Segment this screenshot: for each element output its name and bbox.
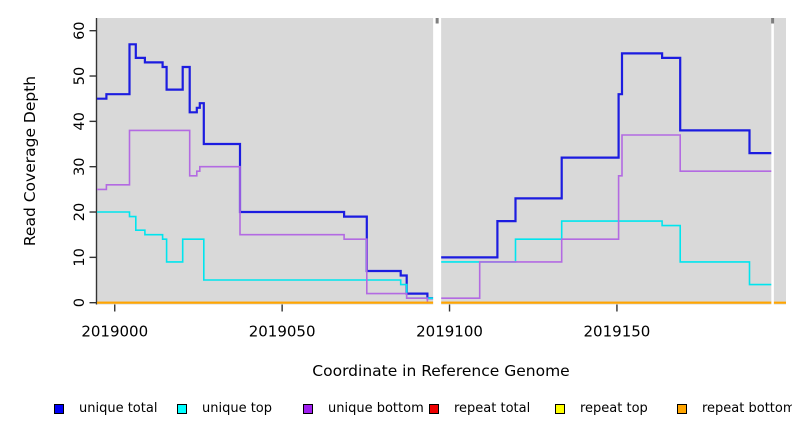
x-tick-label: 2019100 xyxy=(416,323,483,341)
x-tick-label: 2019150 xyxy=(584,323,651,341)
region-boundary xyxy=(771,18,774,306)
y-tick-label: 50 xyxy=(72,67,88,85)
series-unique-top xyxy=(97,211,773,299)
x-axis-ticks: 2019000 2019050 2019100 2019150 xyxy=(81,304,651,341)
y-tick-label: 40 xyxy=(72,112,88,130)
series-unique-bottom xyxy=(97,129,773,304)
x-tick-label: 2019000 xyxy=(81,323,148,341)
y-tick-label: 10 xyxy=(72,248,88,266)
y-tick-label: 60 xyxy=(72,21,88,39)
y-tick-label: 0 xyxy=(72,298,88,307)
x-tick-label: 2019050 xyxy=(249,323,316,341)
y-axis-ticks: 0 10 20 30 40 50 60 xyxy=(72,21,97,307)
y-tick-label: 20 xyxy=(72,203,88,221)
y-axis-title: Read Coverage Depth xyxy=(21,75,39,247)
y-tick-label: 30 xyxy=(72,157,88,175)
series-unique-total xyxy=(97,43,773,300)
region-boundary xyxy=(433,18,442,306)
x-axis-title: Coordinate in Reference Genome xyxy=(312,362,570,380)
